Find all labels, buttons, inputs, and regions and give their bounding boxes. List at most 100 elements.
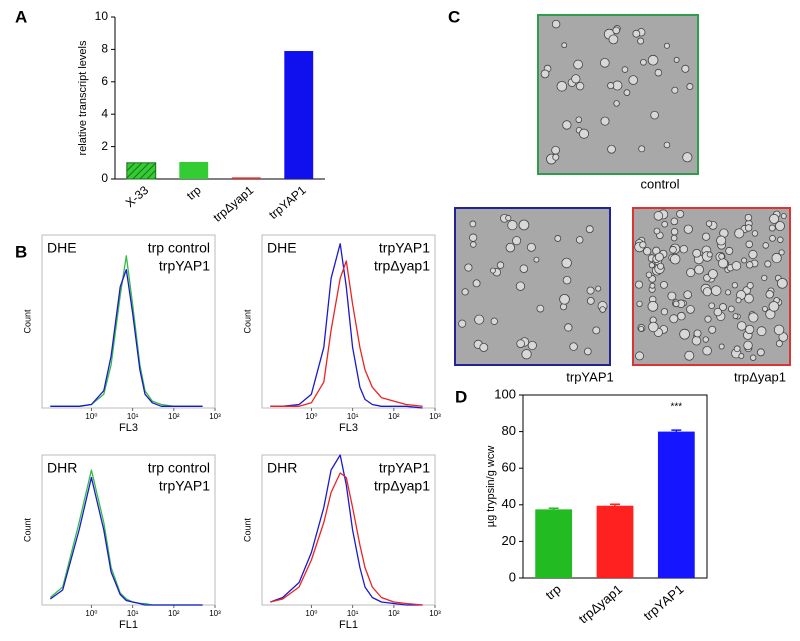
cell (731, 282, 738, 289)
cell (708, 325, 717, 334)
legend-label: trpΔyap1 (374, 258, 430, 274)
cell (586, 286, 595, 295)
cell (745, 324, 755, 335)
cell (575, 236, 584, 244)
cell (657, 262, 665, 270)
cell (686, 83, 694, 90)
cell (464, 263, 473, 272)
cell (575, 81, 585, 91)
y-axis-label: µg trypsin/g wcw (485, 446, 497, 528)
cell (554, 235, 562, 242)
histogram-line (50, 255, 203, 407)
cell (638, 145, 646, 153)
cell (512, 236, 522, 246)
cell (623, 89, 631, 96)
x-tick-label: 10⁰ (85, 412, 97, 421)
cell (599, 57, 610, 68)
cell (702, 336, 709, 343)
cell (744, 293, 754, 304)
cell (505, 242, 516, 253)
cell (705, 220, 713, 227)
cell (645, 271, 653, 278)
x-tick-label: 10³ (429, 609, 441, 618)
x-axis-label: FL3 (339, 422, 358, 434)
cell (569, 342, 578, 351)
cell (682, 152, 693, 163)
bar (535, 509, 573, 578)
cell (694, 264, 704, 275)
y-tick-label: 2 (101, 139, 108, 153)
bar (126, 162, 157, 180)
cell (692, 248, 702, 258)
cell (732, 313, 739, 320)
histogram-line (50, 268, 203, 407)
panel-label: D (455, 387, 467, 406)
cell (669, 245, 677, 254)
cell (776, 277, 788, 289)
bar (657, 431, 695, 578)
cell (647, 301, 659, 312)
cell (748, 249, 758, 260)
histogram-line (270, 243, 423, 409)
cell (667, 291, 677, 301)
cell (516, 339, 525, 348)
cell (718, 343, 725, 350)
cell (585, 225, 594, 234)
cell (706, 251, 713, 258)
plot-frame (41, 454, 216, 606)
cell (765, 290, 774, 299)
x-tick-label: 10⁰ (85, 609, 97, 618)
y-tick-label: 100 (494, 386, 516, 401)
x-tick-label: 10² (388, 412, 400, 421)
micrograph-label: trpΔyap1 (734, 369, 786, 384)
cell (778, 249, 785, 256)
legend-label: trpYAP1 (159, 478, 210, 494)
cell (679, 328, 690, 340)
cell (681, 64, 690, 73)
cell (637, 37, 645, 45)
cell (556, 81, 568, 92)
cell (562, 275, 572, 285)
cell (771, 252, 782, 264)
cell (533, 256, 540, 263)
y-tick-label: 10 (95, 9, 109, 23)
cell (775, 221, 785, 231)
cell (458, 319, 467, 328)
cell (496, 261, 505, 269)
cell (713, 307, 723, 317)
plot-frame (41, 234, 216, 409)
annotation: DHE (47, 240, 77, 256)
cell (768, 301, 780, 312)
cell (733, 345, 741, 353)
cell (649, 282, 656, 289)
legend-label: trp control (148, 240, 210, 256)
plot-frame (261, 454, 436, 606)
bar (179, 161, 209, 179)
cell (704, 315, 712, 323)
cell (718, 303, 727, 312)
x-tick-label: trpΔyap1 (210, 183, 256, 225)
cell (669, 314, 679, 324)
cell (628, 75, 639, 85)
x-tick-label: 10¹ (347, 609, 359, 618)
micrograph-label: control (640, 176, 679, 191)
cell (673, 56, 680, 63)
cell (472, 279, 481, 288)
cell (693, 329, 702, 338)
annotation: DHR (267, 460, 297, 476)
cell (551, 145, 561, 155)
cell (526, 242, 536, 252)
cell (710, 285, 722, 296)
bar (596, 505, 634, 578)
cell (768, 224, 776, 232)
x-tick-label: 10¹ (127, 609, 139, 618)
legend-label: trp control (148, 460, 210, 476)
cell (634, 280, 644, 289)
x-tick-label: 10² (168, 609, 180, 618)
cell (654, 252, 664, 262)
cell (686, 305, 695, 314)
cell (607, 82, 615, 90)
cell (735, 297, 742, 304)
cell (676, 209, 685, 219)
legend-label: trpYAP1 (159, 258, 210, 274)
